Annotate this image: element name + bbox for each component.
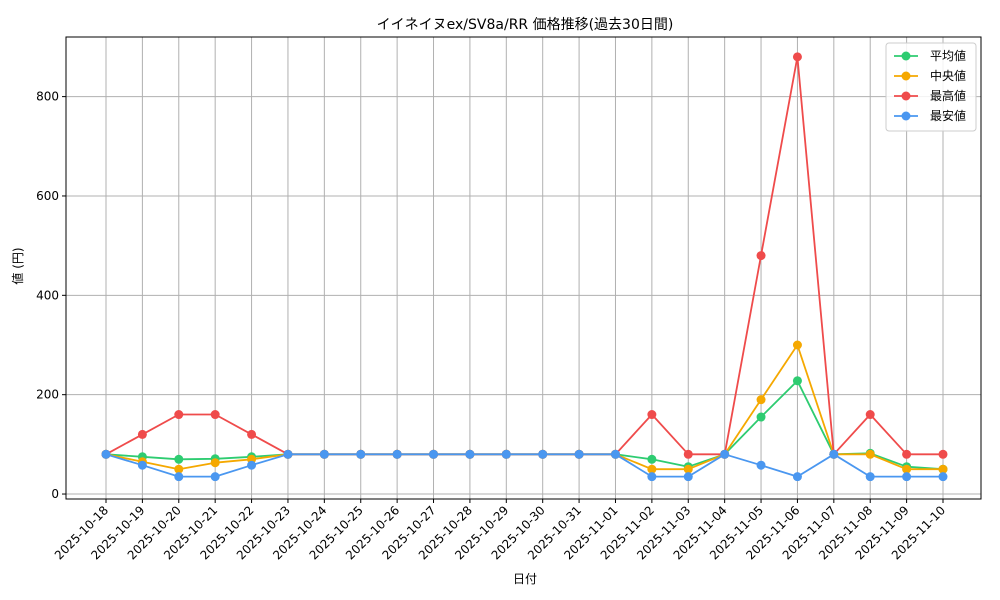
legend-swatch-marker (901, 51, 911, 61)
data-point (465, 449, 475, 459)
data-point (756, 460, 766, 470)
series-line (105, 379, 944, 471)
data-point (938, 464, 948, 474)
data-point (174, 454, 184, 464)
y-tick-label: 800 (36, 90, 59, 104)
data-point (174, 410, 184, 420)
y-tick-label: 0 (51, 487, 59, 501)
data-point (283, 449, 293, 459)
data-point (210, 410, 220, 420)
data-point (683, 472, 693, 482)
data-point (720, 449, 730, 459)
legend-swatch-marker (901, 111, 911, 121)
data-point (829, 449, 839, 459)
data-point (501, 449, 511, 459)
data-point (647, 410, 657, 420)
series-line (105, 344, 943, 471)
data-point (137, 429, 147, 439)
data-point (902, 464, 912, 474)
data-point (792, 376, 802, 386)
data-point (756, 395, 766, 405)
data-point (865, 449, 875, 459)
data-point (356, 449, 366, 459)
data-point (683, 464, 693, 474)
legend-label: 中央値 (930, 68, 966, 83)
data-point (683, 449, 693, 459)
series-4 (101, 449, 948, 482)
legend-label: 最高値 (930, 88, 966, 103)
axes: 2025-10-182025-10-192025-10-202025-10-21… (36, 36, 982, 562)
legend-swatch-marker (901, 71, 911, 81)
data-point (538, 449, 548, 459)
data-point (792, 52, 802, 62)
legend-box (885, 42, 977, 132)
data-point (865, 472, 875, 482)
data-point (756, 412, 766, 422)
data-point (647, 464, 657, 474)
data-point (792, 472, 802, 482)
data-point (610, 449, 620, 459)
data-point (392, 449, 402, 459)
legend-label: 平均値 (930, 48, 966, 63)
data-point (938, 472, 948, 482)
legend-label: 最安値 (930, 108, 966, 123)
data-point (792, 340, 802, 350)
data-point (902, 449, 912, 459)
data-point (647, 472, 657, 482)
data-point (210, 472, 220, 482)
data-point (174, 464, 184, 474)
grid (66, 37, 981, 499)
series-line (105, 453, 943, 478)
data-point (247, 429, 257, 439)
legend-swatch-marker (901, 91, 911, 101)
data-point (247, 460, 257, 470)
y-tick-label: 400 (36, 288, 59, 302)
data-point (137, 460, 147, 470)
data-point (429, 449, 439, 459)
data-point (938, 449, 948, 459)
y-tick-label: 600 (36, 189, 59, 203)
series-1 (101, 376, 948, 474)
data-point (647, 454, 657, 464)
x-axis-label: 日付 (513, 572, 537, 586)
data-point (865, 410, 875, 420)
data-point (319, 449, 329, 459)
y-axis-label: 値 (円) (10, 247, 25, 284)
y-tick-label: 200 (36, 388, 59, 402)
series-layer (101, 52, 948, 482)
data-point (756, 251, 766, 261)
plot-frame (65, 36, 982, 500)
chart-title: イイネイヌex/SV8a/RR 価格推移(過去30日間) (377, 17, 674, 33)
data-point (574, 449, 584, 459)
data-point (174, 472, 184, 482)
series-3 (101, 52, 948, 459)
data-point (902, 472, 912, 482)
data-point (210, 458, 220, 468)
data-point (101, 449, 111, 459)
